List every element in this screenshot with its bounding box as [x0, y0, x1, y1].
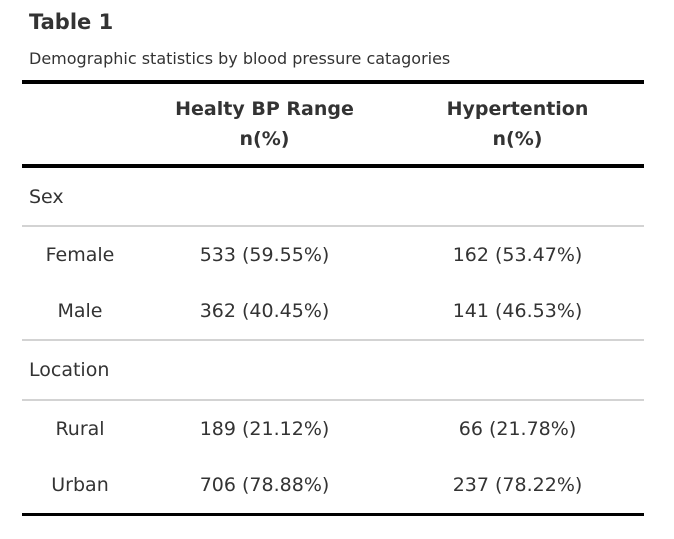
- header-row: Healty BP Range n(%) Hypertention n(%): [22, 80, 644, 168]
- table-row: Urban 706 (78.88%) 237 (78.22%): [22, 457, 644, 516]
- hypertension-cell: 162 (53.47%): [452, 244, 583, 266]
- row-label: Female: [45, 244, 115, 266]
- demographics-table: Healty BP Range n(%) Hypertention n(%) S…: [22, 80, 644, 516]
- row-label: Rural: [55, 418, 105, 440]
- healthy-cell: 189 (21.12%): [199, 418, 330, 440]
- row-label: Urban: [22, 457, 138, 516]
- column-header-healthy-unit: n(%): [239, 128, 290, 150]
- table-row: Male 362 (40.45%) 141 (46.53%): [22, 283, 644, 341]
- table-row: Rural 189 (21.12%) 66 (21.78%): [22, 400, 644, 457]
- stub-header: [22, 80, 138, 168]
- group-label: Location: [22, 340, 644, 401]
- column-header-hypertension-unit: n(%): [492, 128, 543, 150]
- hypertension-cell: 237 (78.22%): [391, 457, 644, 516]
- row-label: Male: [22, 283, 138, 341]
- column-header-healthy-name: Healty BP Range: [175, 98, 354, 120]
- column-header-hypertension: Hypertention n(%): [391, 80, 644, 168]
- healthy-cell: 706 (78.88%): [138, 457, 391, 516]
- healthy-cell: 362 (40.45%): [138, 283, 391, 341]
- group-label: Sex: [22, 166, 644, 227]
- table-title: Table 1: [29, 10, 114, 34]
- group-row-sex: Sex: [22, 166, 644, 227]
- column-header-hypertension-name: Hypertention: [446, 98, 589, 120]
- hypertension-cell: 141 (46.53%): [391, 283, 644, 341]
- healthy-cell: 533 (59.55%): [199, 244, 330, 266]
- hypertension-cell: 66 (21.78%): [458, 418, 577, 440]
- table-row: Female 533 (59.55%) 162 (53.47%): [22, 226, 644, 283]
- group-row-location: Location: [22, 340, 644, 401]
- table-subtitle: Demographic statistics by blood pressure…: [29, 49, 451, 68]
- column-header-healthy: Healty BP Range n(%): [138, 80, 391, 168]
